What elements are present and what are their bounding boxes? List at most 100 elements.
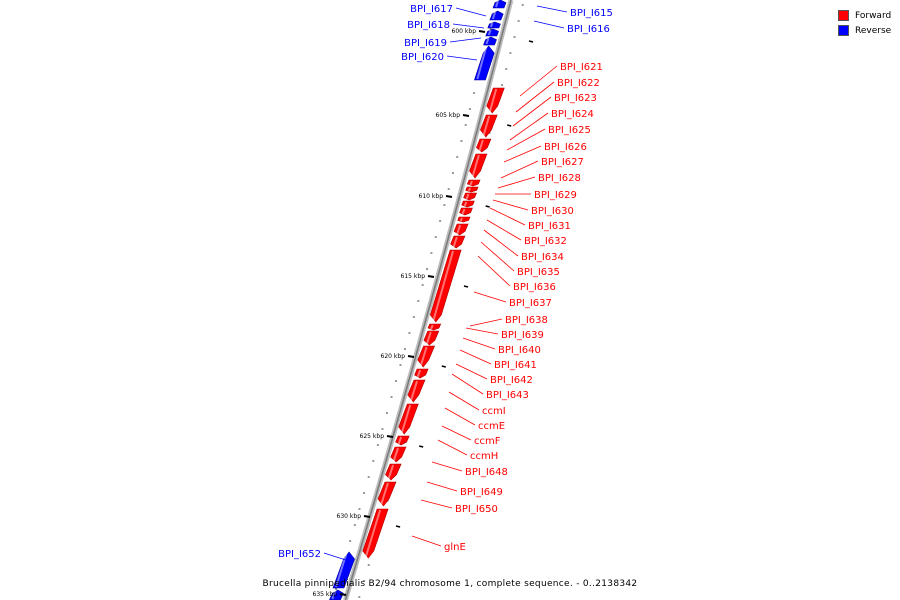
gene-highlight: [432, 250, 455, 322]
gene-label: BPI_I623: [554, 93, 597, 104]
reverse-swatch: [838, 25, 849, 36]
reverse-gene-block: [489, 10, 504, 21]
leader-line: [519, 65, 558, 97]
gene-highlight: [495, 0, 499, 8]
forward-gene-block: [390, 446, 407, 463]
gene-highlight: [487, 29, 492, 36]
gene-label: ccmI: [482, 406, 506, 417]
forward-gene-block: [450, 235, 466, 249]
gene-highlight: [469, 180, 473, 186]
gene-label: BPI_I616: [567, 24, 610, 35]
gene-highlight: [387, 464, 395, 480]
forward-gene-block: [407, 379, 426, 403]
gene-highlight: [471, 154, 480, 178]
gene-highlight: [461, 208, 466, 215]
forward-gene-block: [459, 207, 473, 216]
leader-line: [420, 499, 453, 509]
gene-label: BPI_I632: [524, 236, 567, 247]
forward-gene-block: [461, 200, 475, 208]
major-tick: [395, 525, 401, 528]
gene-label: BPI_I641: [494, 360, 537, 371]
forward-gene-block: [486, 87, 505, 114]
gene-label: ccmE: [478, 421, 505, 432]
gene-label: BPI_I649: [460, 487, 503, 498]
major-tick: [339, 593, 347, 596]
gene-label: BPI_I630: [531, 206, 574, 217]
gene-label: BPI_I640: [498, 345, 541, 356]
gene-highlight: [419, 346, 428, 367]
backbone-core: [344, 0, 512, 600]
leader-line: [515, 81, 555, 113]
gene-label: BPI_I620: [401, 52, 444, 63]
forward-gene-block: [377, 481, 397, 507]
forward-gene-block: [476, 138, 492, 153]
major-tick: [427, 275, 435, 278]
gene-highlight: [416, 369, 422, 378]
gene-label: BPI_I642: [490, 375, 533, 386]
gene-highlight: [467, 187, 472, 192]
major-tick: [485, 205, 490, 208]
scale-label: 635 kbp: [313, 591, 338, 598]
gene-label: glnE: [444, 542, 466, 553]
reverse-gene-block: [492, 0, 507, 9]
leader-line: [455, 7, 487, 17]
leader-line: [486, 219, 522, 241]
legend-item-reverse: Reverse: [838, 23, 891, 38]
leader-line: [477, 255, 511, 287]
gene-label: BPI_I628: [538, 173, 581, 184]
gene-label: BPI_I635: [517, 267, 560, 278]
leader-line: [452, 23, 485, 29]
leader-line: [448, 391, 480, 411]
gene-label: BPI_I643: [486, 390, 529, 401]
leader-line: [459, 349, 492, 365]
reverse-gene-block: [473, 45, 495, 81]
reverse-gene-block: [487, 21, 501, 29]
leader-line: [431, 461, 463, 472]
gene-highlight: [430, 324, 434, 330]
gene-label: BPI_I639: [501, 330, 544, 341]
forward-gene-block: [453, 223, 469, 236]
gene-highlight: [392, 447, 399, 462]
gene-highlight: [463, 201, 468, 207]
forward-gene-block: [362, 508, 389, 559]
gene-label: BPI_I652: [278, 549, 321, 560]
scale-label: 625 kbp: [360, 433, 385, 440]
major-tick: [418, 445, 424, 448]
gene-features: [329, 0, 507, 600]
major-tick: [386, 435, 394, 438]
forward-gene-block: [414, 368, 429, 379]
leader-line: [489, 207, 526, 226]
gene-highlight: [478, 139, 484, 152]
forward-gene-block: [429, 249, 462, 323]
major-tick: [407, 355, 415, 358]
major-tick: [462, 114, 470, 117]
gene-highlight: [482, 115, 491, 137]
gene-label: BPI_I615: [570, 8, 613, 19]
forward-swatch: [838, 10, 849, 21]
gene-label: BPI_I622: [557, 78, 600, 89]
major-tick: [507, 124, 512, 127]
gene-label: BPI_I638: [505, 315, 548, 326]
leader-line: [441, 425, 472, 441]
gene-label: BPI_I648: [465, 467, 508, 478]
reverse-gene-block: [329, 589, 344, 600]
scale-labels: 600 kbp 605 kbp 610 kbp 615 kbp 620 kbp 625 k…: [313, 28, 534, 598]
gene-label: BPI_I624: [551, 109, 594, 120]
reverse-gene-block: [483, 36, 497, 46]
gene-highlight: [397, 436, 403, 445]
forward-gene-block: [467, 179, 481, 187]
gene-highlight: [459, 217, 463, 222]
leader-line: [462, 337, 496, 350]
gene-label: BPI_I631: [528, 221, 571, 232]
gene-highlight: [489, 22, 494, 28]
leader-line: [536, 5, 568, 13]
forward-gene-block: [427, 323, 442, 331]
major-tick: [441, 365, 446, 368]
gene-label: BPI_I619: [404, 38, 447, 49]
gene-highlight: [488, 88, 498, 113]
major-tick: [445, 195, 453, 198]
gene-labels: BPI_I615 BPI_I616 BPI_I617 BPI_I618 BPI_I619…: [278, 4, 613, 560]
leader-line: [437, 439, 468, 456]
gene-label: BPI_I626: [544, 142, 587, 153]
